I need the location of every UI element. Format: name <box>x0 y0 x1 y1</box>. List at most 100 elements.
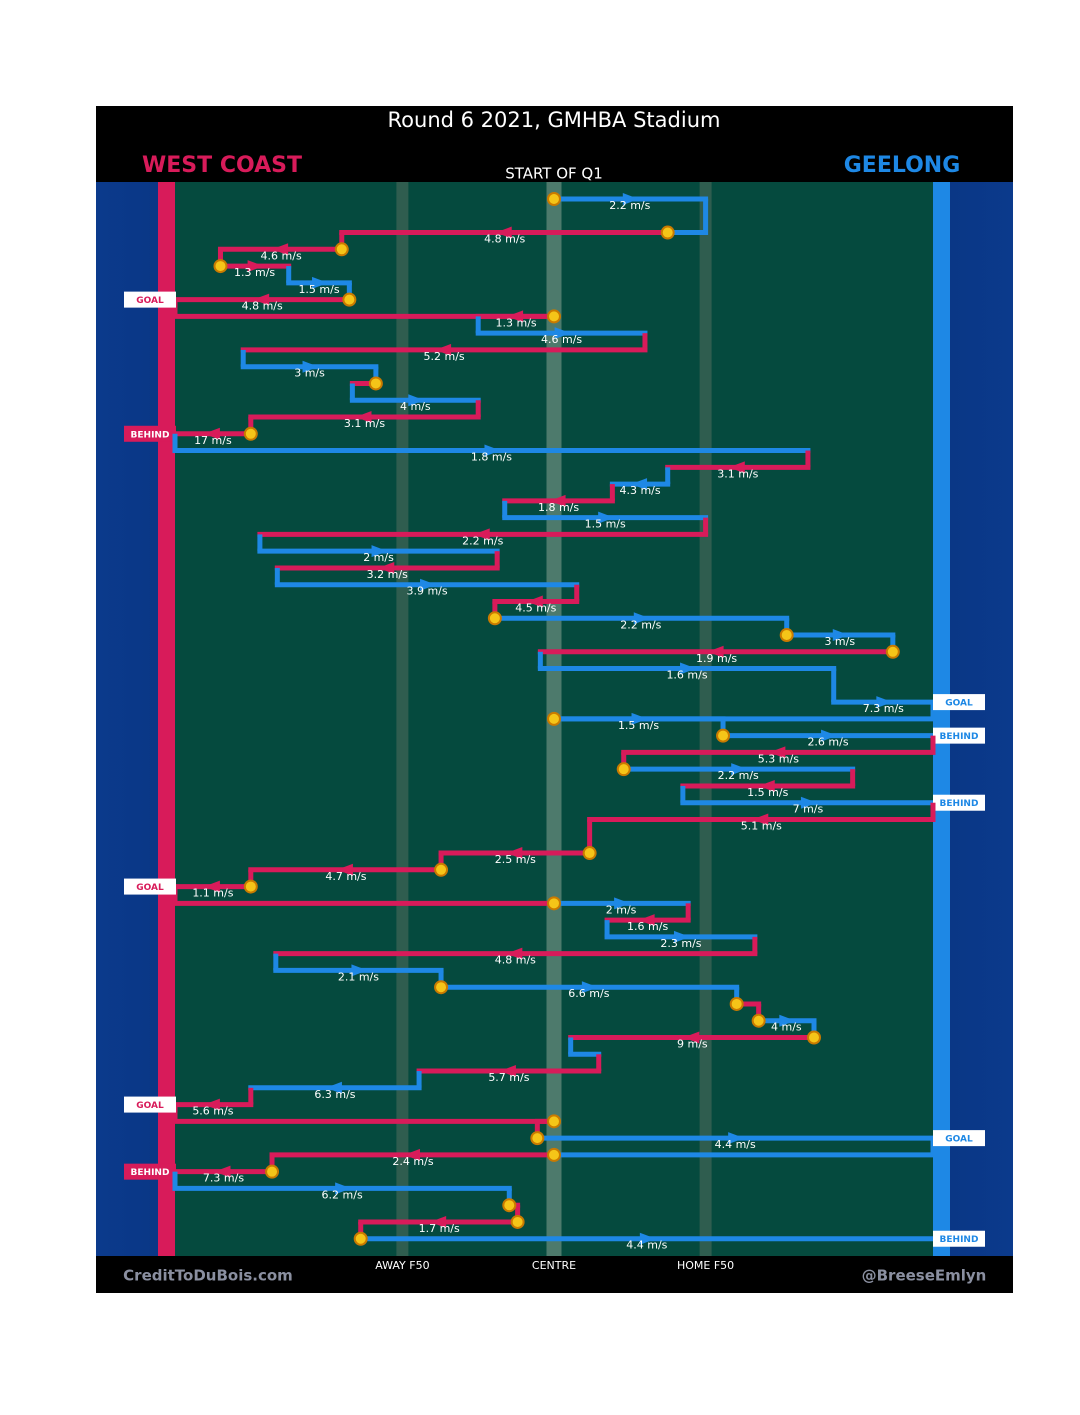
arrow <box>779 1014 796 1027</box>
arrow <box>430 1215 447 1228</box>
arrow <box>752 813 769 826</box>
arrow <box>876 696 893 709</box>
stoppage <box>582 846 597 861</box>
outcome-label: BEHIND <box>940 732 979 742</box>
arrow <box>821 729 838 742</box>
arrow <box>638 914 655 927</box>
speed-label: 1.5 m/s <box>618 719 659 732</box>
speed-label: 1.1 m/s <box>192 887 233 900</box>
stoppage <box>368 376 383 391</box>
arrow <box>325 1081 342 1094</box>
speed-label: 1.5 m/s <box>585 518 626 531</box>
outcome-box <box>124 1163 176 1180</box>
arrow <box>506 847 523 860</box>
stoppage <box>487 611 502 626</box>
arrow <box>631 478 648 491</box>
speed-label: 2.1 m/s <box>338 970 379 983</box>
speed-label: 2.2 m/s <box>718 769 759 782</box>
arrow <box>214 1165 231 1178</box>
speed-label: 4 m/s <box>400 400 431 413</box>
arrow <box>673 930 690 943</box>
speed-label: 4.5 m/s <box>515 601 556 614</box>
x-tick-label: HOME F50 <box>677 1259 734 1272</box>
stoppage <box>716 728 731 743</box>
speed-label: 4.4 m/s <box>715 1138 756 1151</box>
stoppage <box>213 259 228 274</box>
stoppage <box>806 1030 821 1045</box>
arrow <box>728 461 745 474</box>
outcome-box <box>124 1096 176 1113</box>
arrow <box>351 964 368 977</box>
arrow <box>769 746 786 759</box>
arrow <box>355 411 372 424</box>
arrow <box>631 712 648 725</box>
outcome-label: BEHIND <box>940 1235 979 1245</box>
arrow <box>614 897 631 910</box>
speed-label: 2.2 m/s <box>462 534 503 547</box>
speed-label: 9 m/s <box>677 1038 708 1051</box>
arrow <box>495 226 512 239</box>
stoppage <box>530 1131 545 1146</box>
arrow <box>728 1132 745 1145</box>
speed-label: 4.6 m/s <box>541 333 582 346</box>
speed-label: 4.4 m/s <box>626 1239 667 1252</box>
arrow <box>473 528 490 541</box>
speed-label: 2.5 m/s <box>495 853 536 866</box>
stoppage <box>616 762 631 777</box>
goal-bar <box>158 182 175 1256</box>
speed-label: 17 m/s <box>194 434 232 447</box>
speed-label: 3.2 m/s <box>367 568 408 581</box>
arrow <box>622 193 639 205</box>
speed-label: 1.5 m/s <box>298 283 339 296</box>
arrow <box>683 1031 700 1044</box>
arrow <box>404 1148 421 1161</box>
speed-label: 3.1 m/s <box>344 417 385 430</box>
arrow <box>554 327 571 340</box>
stoppage <box>547 896 561 911</box>
chart-subtitle: START OF Q1 <box>505 165 603 183</box>
arrow <box>506 947 523 960</box>
arrow <box>272 243 289 256</box>
arrow <box>247 260 264 273</box>
speed-label: 5.1 m/s <box>741 819 782 832</box>
outcome-box <box>933 1130 985 1147</box>
arrow <box>420 578 437 591</box>
arrow <box>832 629 849 642</box>
speed-label: 2.2 m/s <box>609 199 650 212</box>
stoppage <box>243 879 258 894</box>
speed-label: 2.4 m/s <box>392 1155 433 1168</box>
team-left: WEST COAST <box>142 153 302 178</box>
stoppage <box>547 309 561 324</box>
speed-label: 5.6 m/s <box>192 1105 233 1118</box>
outcome-box <box>124 878 176 895</box>
outcome-box <box>933 694 985 711</box>
outcome-box <box>933 1230 985 1247</box>
speed-label: 7.3 m/s <box>203 1172 244 1185</box>
stoppage <box>547 711 561 726</box>
arrow <box>336 863 353 876</box>
stoppage <box>502 1198 517 1213</box>
speed-label: 4 m/s <box>771 1021 802 1034</box>
speed-label: 1.6 m/s <box>666 669 707 682</box>
arrow <box>549 494 566 507</box>
speed-label: 1.8 m/s <box>538 501 579 514</box>
arrow <box>335 1182 352 1195</box>
stoppage <box>660 225 675 240</box>
arrow <box>203 880 220 893</box>
outcome-label: BEHIND <box>131 1168 170 1178</box>
outcome-label: GOAL <box>136 296 164 306</box>
arrow <box>581 981 598 994</box>
outcome-label: GOAL <box>136 883 164 893</box>
stoppage <box>547 192 561 206</box>
arrow <box>707 645 724 658</box>
arrow <box>499 1065 516 1078</box>
arrow <box>484 444 501 457</box>
speed-label: 4.3 m/s <box>619 484 660 497</box>
stoppage <box>779 628 794 643</box>
speed-label: 1.6 m/s <box>627 920 668 933</box>
speed-label: 6.2 m/s <box>322 1188 363 1201</box>
arrow <box>526 595 543 608</box>
team-right: GEELONG <box>844 153 961 178</box>
speed-label: 7.3 m/s <box>863 702 904 715</box>
